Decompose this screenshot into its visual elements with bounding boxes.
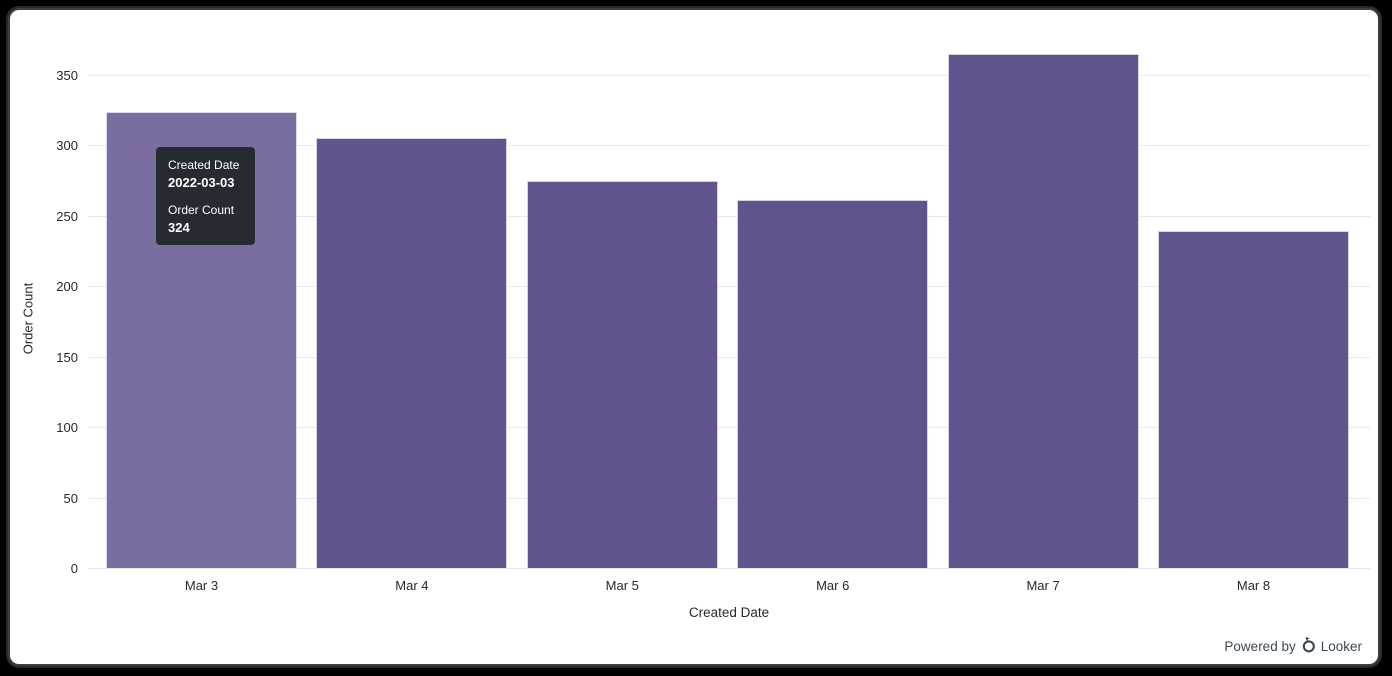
- gridline: [88, 215, 1370, 217]
- x-axis-title: Created Date: [688, 605, 770, 620]
- bar-mar-8[interactable]: [1158, 231, 1349, 568]
- gridline: [88, 356, 1370, 358]
- y-tick-label: 350: [56, 68, 78, 83]
- y-axis-title: Order Count: [20, 282, 36, 355]
- x-tick-label: Mar 6: [816, 578, 850, 593]
- y-tick-label: 200: [56, 279, 78, 295]
- tooltip-dimension-value: 2022-03-03: [168, 175, 235, 190]
- gridline: [88, 145, 1370, 147]
- powered-by-looker[interactable]: Powered by Looker: [1224, 636, 1362, 656]
- gridline: [88, 75, 1370, 76]
- x-tick-label: Mar 4: [395, 578, 429, 593]
- y-tick-label: 50: [63, 490, 78, 506]
- x-tick-label: Mar 8: [1236, 578, 1271, 593]
- gridline: [88, 497, 1370, 499]
- y-tick-label: 150: [56, 349, 78, 365]
- powered-by-text: Powered by: [1224, 638, 1296, 654]
- y-tick-label: 100: [56, 420, 78, 436]
- bar-mar-4[interactable]: [316, 138, 508, 568]
- x-tick-label: Mar 3: [184, 578, 219, 593]
- y-tick-label: 300: [56, 138, 78, 154]
- bar-mar-6[interactable]: [737, 200, 929, 568]
- gridline: [88, 286, 1370, 288]
- tooltip-measure-label: Order Count: [168, 203, 235, 217]
- bar-mar-7[interactable]: [947, 53, 1139, 568]
- x-tick-label: Mar 5: [605, 578, 639, 593]
- tooltip-dimension-label: Created Date: [168, 158, 240, 172]
- chart-panel: 0 50 100 150 200 250 300 350 Mar 3 Mar 4 Mar 5 Mar …: [10, 10, 1378, 664]
- bar-mar-5[interactable]: [526, 180, 718, 568]
- looker-logo-icon: [1301, 636, 1316, 656]
- tooltip-measure-value: 324: [168, 220, 190, 235]
- plot-area: 0 50 100 150 200 250 300 350 Mar 3 Mar 4 Mar 5 Mar …: [10, 10, 1378, 664]
- looker-brand-text: Looker: [1320, 638, 1362, 654]
- gridline: [88, 568, 1370, 569]
- tooltip: Created Date 2022-03-03 Order Count 324: [156, 147, 255, 245]
- x-tick-label: Mar 7: [1026, 578, 1060, 593]
- y-tick-label: 250: [56, 208, 78, 224]
- y-tick-label: 0: [70, 561, 78, 576]
- gridline: [88, 427, 1370, 429]
